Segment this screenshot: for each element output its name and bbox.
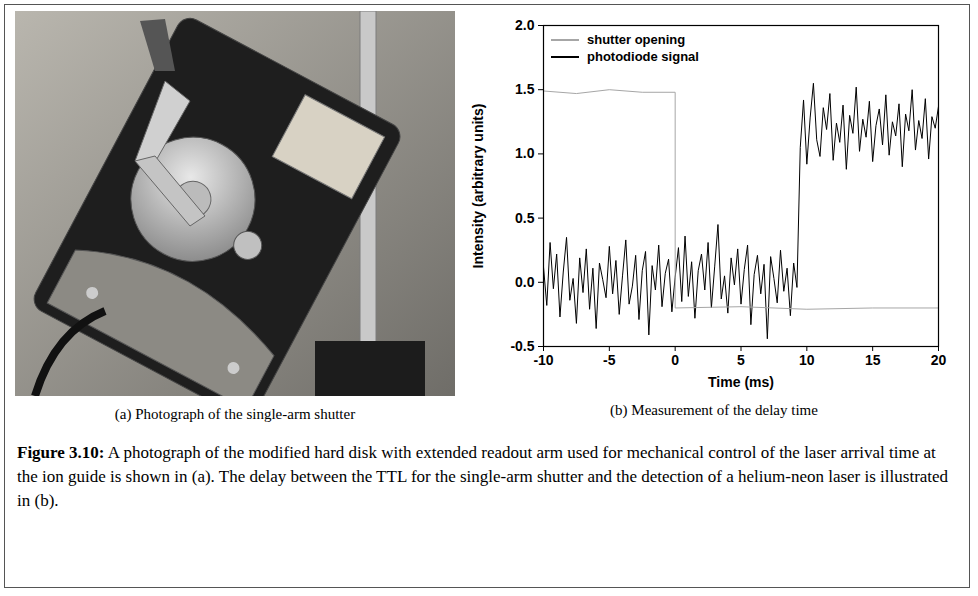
svg-text:0.0: 0.0: [515, 274, 535, 290]
svg-text:Time (ms): Time (ms): [708, 374, 774, 390]
svg-text:20: 20: [931, 352, 947, 368]
html-text:(a) Photograph of the single-a: (a) Photograph of the single-arm shutter: [114, 406, 356, 422]
html-text:photodiode signal: photodiode signal: [587, 49, 699, 64]
svg-text:-0.5: -0.5: [510, 338, 534, 354]
svg-text:-10: -10: [533, 352, 553, 368]
svg-text:1.0: 1.0: [515, 145, 535, 161]
svg-text:2.0: 2.0: [515, 17, 535, 33]
svg-text:10: 10: [799, 352, 815, 368]
svg-text:0.5: 0.5: [515, 210, 535, 226]
svg-text:Intensity (arbitrary units): Intensity (arbitrary units): [470, 104, 486, 269]
svg-text:-5: -5: [603, 352, 616, 368]
svg-text:1.5: 1.5: [515, 81, 535, 97]
svg-text:0: 0: [671, 352, 679, 368]
svg-text:15: 15: [865, 352, 881, 368]
html-text:Figure 3.10: A photograph of t: Figure 3.10: A photograph of the modifie…: [17, 443, 949, 510]
svg-text:5: 5: [737, 352, 745, 368]
html-text:(b) Measurement of the delay t: (b) Measurement of the delay time: [610, 402, 818, 418]
html-text:shutter opening: shutter opening: [587, 32, 686, 47]
